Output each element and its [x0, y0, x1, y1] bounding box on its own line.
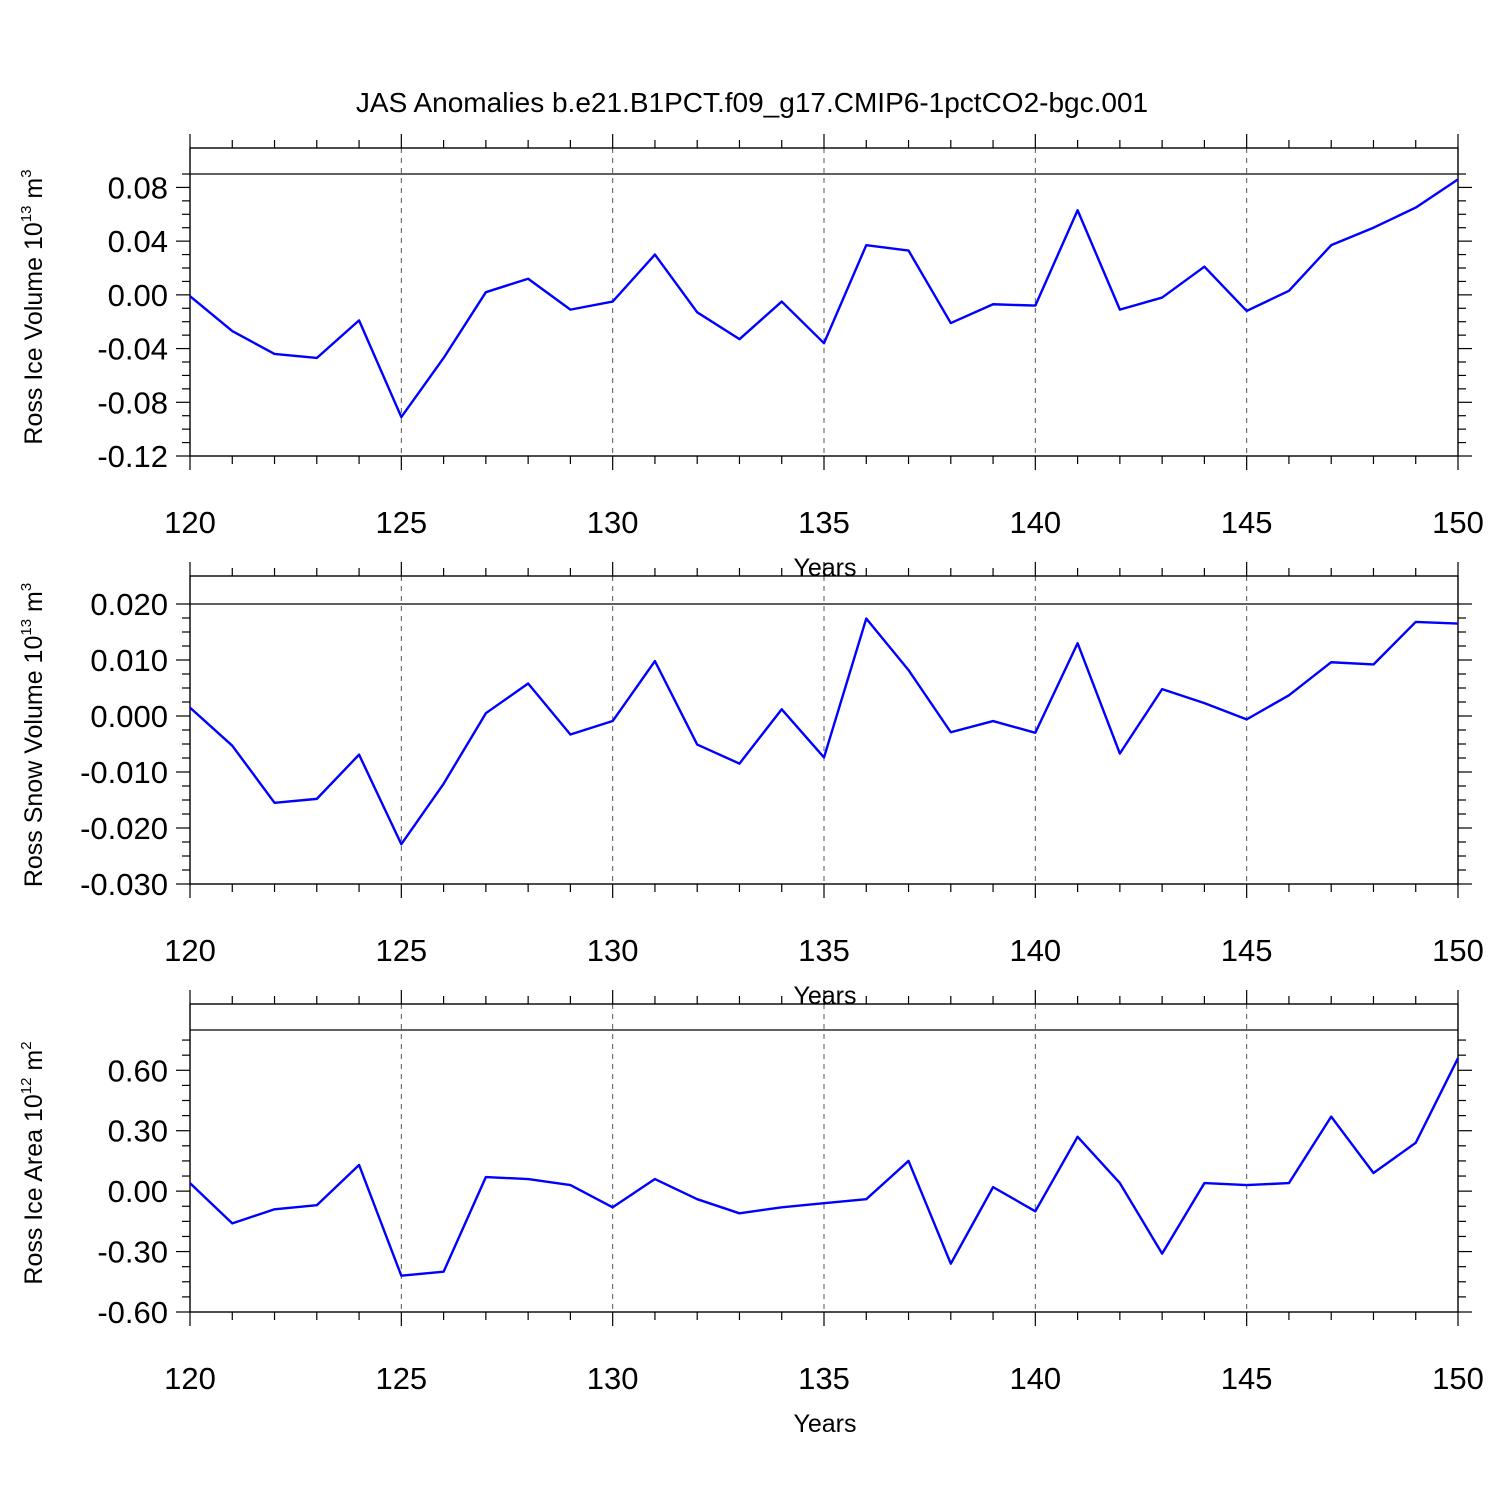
ross-ice-volume-ylabel-part-1: 13	[18, 206, 35, 223]
panel-ross-ice-area: -0.60 -0.30 0.00 0.30 0.60 120 125 130 135 140 145…	[18, 990, 1484, 1438]
ross-ice-area-ylabel-part-0: Ross Ice Area 10	[20, 1094, 48, 1284]
ross-ice-volume-ylabel-part-3: 3	[18, 169, 35, 177]
ross-ice-area-ytick-label-2: 0.00	[108, 1174, 168, 1209]
ross-ice-area-xtick-label-1: 125	[375, 1361, 427, 1396]
ross-snow-volume-xtick-label-4: 140	[1009, 933, 1061, 968]
ross-ice-volume-ytick-label-4: 0.04	[108, 224, 168, 259]
ross-snow-volume-series-line	[189, 617, 1459, 846]
ross-ice-area-series-line	[189, 1057, 1460, 1277]
ross-ice-volume-ytick-label-1: -0.08	[97, 385, 168, 420]
ross-ice-area-ylabel: Ross Ice Area 1012 m2	[18, 1041, 48, 1284]
ross-ice-area-xtick-label-0: 120	[164, 1361, 216, 1396]
ross-ice-volume-xtick-label-5: 145	[1221, 505, 1273, 540]
ross-ice-volume-xtick-label-6: 150	[1432, 505, 1484, 540]
ross-ice-area-ytick-label-4: 0.60	[108, 1053, 168, 1088]
ross-ice-area-xtick-label-4: 140	[1009, 1361, 1061, 1396]
ross-snow-volume-ylabel-part-0: Ross Snow Volume 10	[20, 636, 48, 888]
ross-ice-volume-xtick-label-4: 140	[1009, 505, 1061, 540]
ross-snow-volume-ytick-label-4: 0.010	[90, 643, 168, 678]
ross-ice-volume-xtick-label-3: 135	[798, 505, 850, 540]
ross-ice-area-xlabel: Years	[793, 1410, 856, 1438]
ross-ice-area-xtick-label-3: 135	[798, 1361, 850, 1396]
ross-snow-volume-xtick-label-6: 150	[1432, 933, 1484, 968]
ross-ice-area-ylabel-part-2: m	[20, 1050, 48, 1078]
ross-snow-volume-xtick-label-1: 125	[375, 933, 427, 968]
ross-snow-volume-ytick-label-3: 0.000	[90, 699, 168, 734]
ross-snow-volume-xlabel: Years	[793, 982, 856, 1010]
ross-ice-volume-series-line	[189, 178, 1459, 419]
ross-ice-area-ylabel-part-3: 2	[18, 1041, 35, 1049]
ross-ice-area-ytick-label-0: -0.60	[97, 1295, 168, 1330]
ross-ice-volume-ylabel-part-0: Ross Ice Volume 10	[20, 222, 48, 444]
ross-snow-volume-xtick-label-3: 135	[798, 933, 850, 968]
ross-snow-volume-xtick-label-5: 145	[1221, 933, 1273, 968]
ross-ice-area-ytick-label-3: 0.30	[108, 1114, 168, 1149]
ross-snow-volume-xtick-label-2: 130	[587, 933, 639, 968]
ross-snow-volume-ytick-label-2: -0.010	[80, 755, 168, 790]
ross-ice-area-xtick-label-5: 145	[1221, 1361, 1273, 1396]
ross-snow-volume-ytick-label-1: -0.020	[80, 811, 168, 846]
ross-ice-volume-ylabel: Ross Ice Volume 1013 m3	[18, 169, 48, 444]
ross-ice-area-ytick-label-1: -0.30	[97, 1235, 168, 1270]
ross-snow-volume-ylabel-part-2: m	[20, 591, 48, 619]
ross-ice-volume-xlabel: Years	[793, 554, 856, 582]
ross-snow-volume-ylabel: Ross Snow Volume 1013 m3	[18, 583, 48, 887]
ross-ice-volume-xtick-label-0: 120	[164, 505, 216, 540]
figure-title: JAS Anomalies b.e21.B1PCT.f09_g17.CMIP6-…	[356, 87, 1148, 118]
ross-snow-volume-ylabel-part-1: 13	[18, 619, 35, 636]
ross-ice-volume-ytick-label-0: -0.12	[97, 439, 168, 474]
ross-snow-volume-ylabel-part-3: 3	[18, 583, 35, 591]
ross-snow-volume-ytick-label-0: -0.030	[80, 867, 168, 902]
panel-ross-ice-volume: -0.12 -0.08 -0.04 0.00 0.04 0.08 120 125 130 135 1…	[18, 134, 1484, 582]
ross-snow-volume-ytick-label-5: 0.020	[90, 587, 168, 622]
panel-ross-snow-volume: -0.030 -0.020 -0.010 0.000 0.010 0.020 120 125 1…	[18, 562, 1484, 1010]
ross-snow-volume-xtick-label-0: 120	[164, 933, 216, 968]
ross-ice-volume-xtick-label-1: 125	[375, 505, 427, 540]
ross-ice-volume-ytick-label-3: 0.00	[108, 278, 168, 313]
ross-ice-volume-ytick-label-2: -0.04	[97, 332, 168, 367]
ross-ice-area-xtick-label-6: 150	[1432, 1361, 1484, 1396]
ross-ice-area-xtick-label-2: 130	[587, 1361, 639, 1396]
ross-ice-volume-ytick-label-5: 0.08	[108, 170, 168, 205]
ross-ice-volume-xtick-label-2: 130	[587, 505, 639, 540]
ross-ice-volume-ylabel-part-2: m	[20, 178, 48, 206]
ross-ice-area-ylabel-part-1: 12	[18, 1078, 35, 1095]
